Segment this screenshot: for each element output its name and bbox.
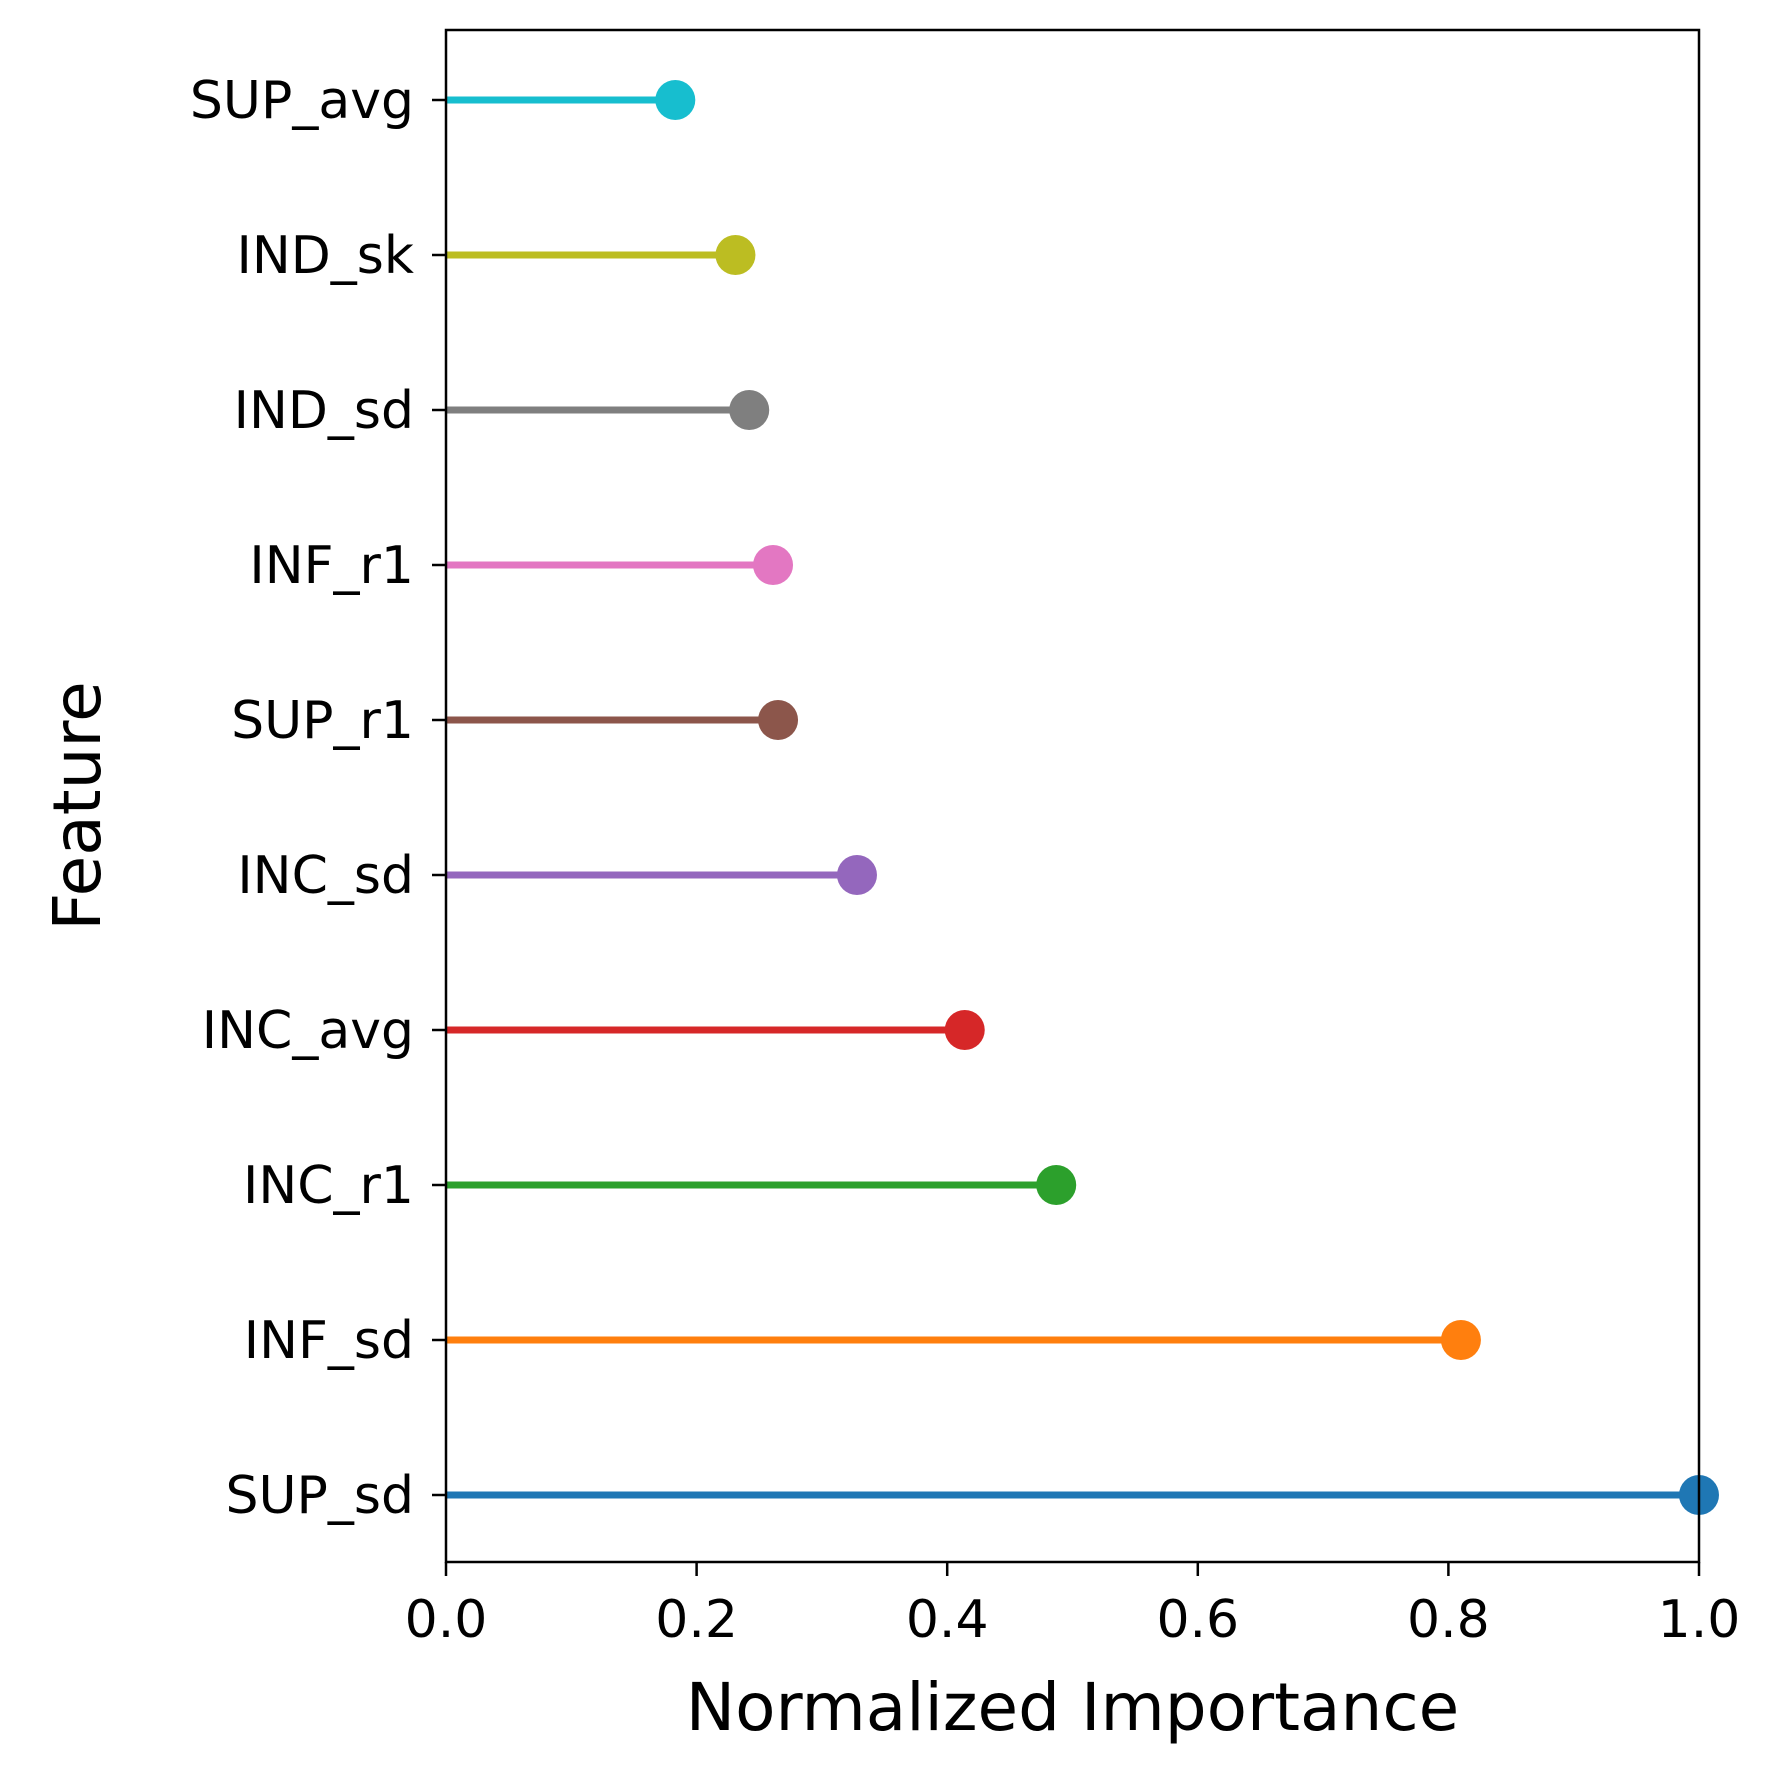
x-tick-labels: 0.0 0.2 0.4 0.6 0.8 1.0: [405, 1590, 1741, 1650]
x-tick-label: 0.4: [906, 1590, 989, 1650]
axis-ticks: [432, 98, 1701, 1576]
x-tick-label: 0.2: [655, 1590, 738, 1650]
dot-INF_sd: [1440, 1320, 1481, 1360]
x-axis-title: Normalized Importance: [686, 1669, 1459, 1746]
dot-SUP_r1: [758, 700, 799, 740]
y-tick-label: INC_avg: [202, 1001, 414, 1061]
dot-IND_sd: [729, 390, 770, 430]
y-tick-label: SUP_r1: [231, 691, 414, 751]
y-tick-label: INC_sd: [237, 846, 414, 906]
dot-INF_r1: [753, 545, 794, 585]
y-tick-label: INF_sd: [244, 1311, 414, 1371]
x-tick-label: 0.0: [405, 1590, 488, 1650]
lollipop-stems: [446, 96, 1699, 1499]
x-tick-label: 0.6: [1156, 1590, 1239, 1650]
x-tick-label: 0.8: [1407, 1590, 1490, 1650]
y-tick-labels: SUP_sd INF_sd INC_r1 INC_avg INC_sd SUP_r1 INF…: [190, 71, 414, 1526]
y-tick-label: SUP_avg: [190, 71, 414, 131]
y-tick-label: IND_sk: [237, 226, 414, 286]
dot-IND_sk: [715, 235, 756, 275]
lollipop-dots: [655, 80, 1719, 1515]
x-tick-label: 1.0: [1658, 1590, 1741, 1650]
y-tick-label: IND_sd: [234, 381, 414, 441]
dot-INC_avg: [944, 1010, 985, 1050]
dot-INC_sd: [836, 855, 877, 895]
y-axis-title: Feature: [39, 681, 116, 930]
dot-SUP_avg: [655, 80, 696, 120]
dot-INC_r1: [1036, 1165, 1077, 1205]
y-tick-label: INF_r1: [249, 536, 414, 596]
y-tick-label: INC_r1: [243, 1156, 414, 1216]
plot-frame: [444, 28, 1701, 1564]
y-tick-label: SUP_sd: [225, 1466, 414, 1526]
